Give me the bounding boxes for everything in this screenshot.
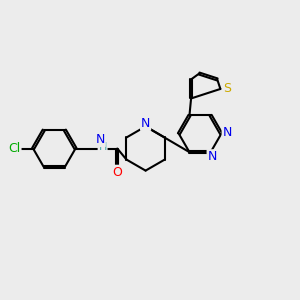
Text: O: O <box>112 166 122 178</box>
Text: N: N <box>207 150 217 163</box>
Text: S: S <box>223 82 231 95</box>
Text: Cl: Cl <box>8 142 21 155</box>
Text: N: N <box>96 133 105 146</box>
Text: N: N <box>223 126 232 139</box>
Text: N: N <box>141 117 150 130</box>
Text: H: H <box>98 142 107 152</box>
